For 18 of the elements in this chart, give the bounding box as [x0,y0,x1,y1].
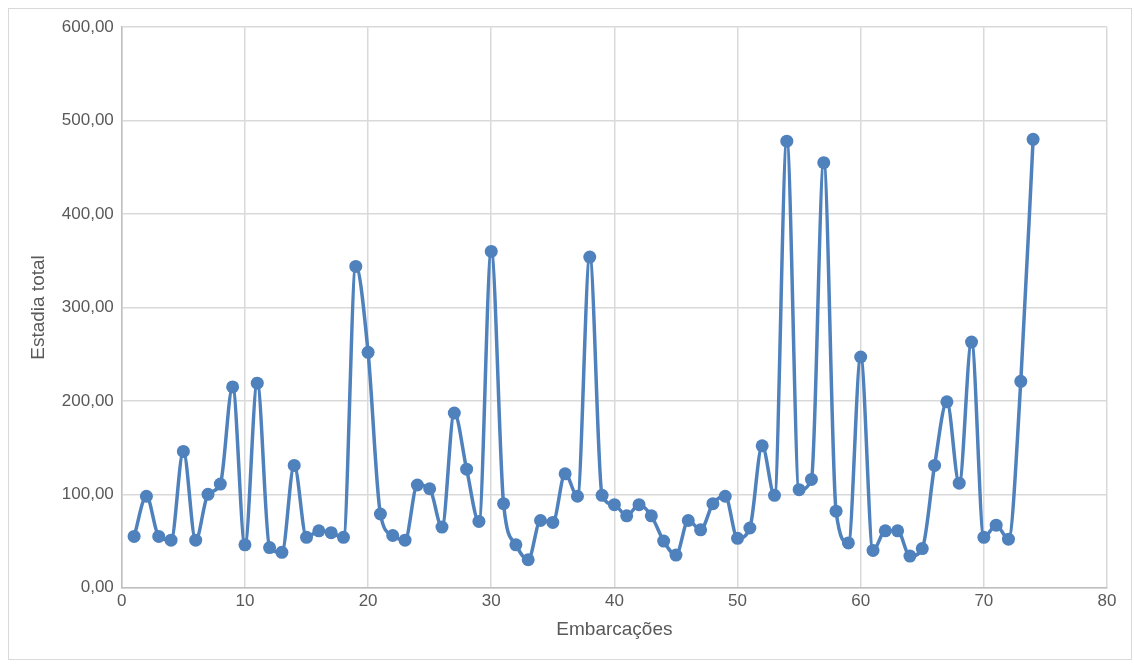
y-axis-title: Estadia total [26,255,48,360]
x-tick-label: 30 [481,590,501,610]
y-tick-label: 600,00 [61,16,114,36]
x-axis-title: Embarcações [556,617,673,639]
y-tick-label: 100,00 [61,484,114,504]
x-tick-label: 20 [358,590,378,610]
x-tick-label: 80 [1097,590,1117,610]
y-tick-label: 0,00 [80,577,114,597]
x-tick-label: 60 [851,590,871,610]
x-tick-label: 40 [604,590,624,610]
y-tick-label: 200,00 [61,390,114,410]
x-tick-label: 0 [117,590,127,610]
x-tick-label: 50 [728,590,748,610]
y-tick-label: 300,00 [61,297,114,317]
x-tick-label: 10 [235,590,255,610]
y-tick-label: 500,00 [61,110,114,130]
y-tick-label: 400,00 [61,203,114,223]
x-tick-label: 70 [974,590,994,610]
